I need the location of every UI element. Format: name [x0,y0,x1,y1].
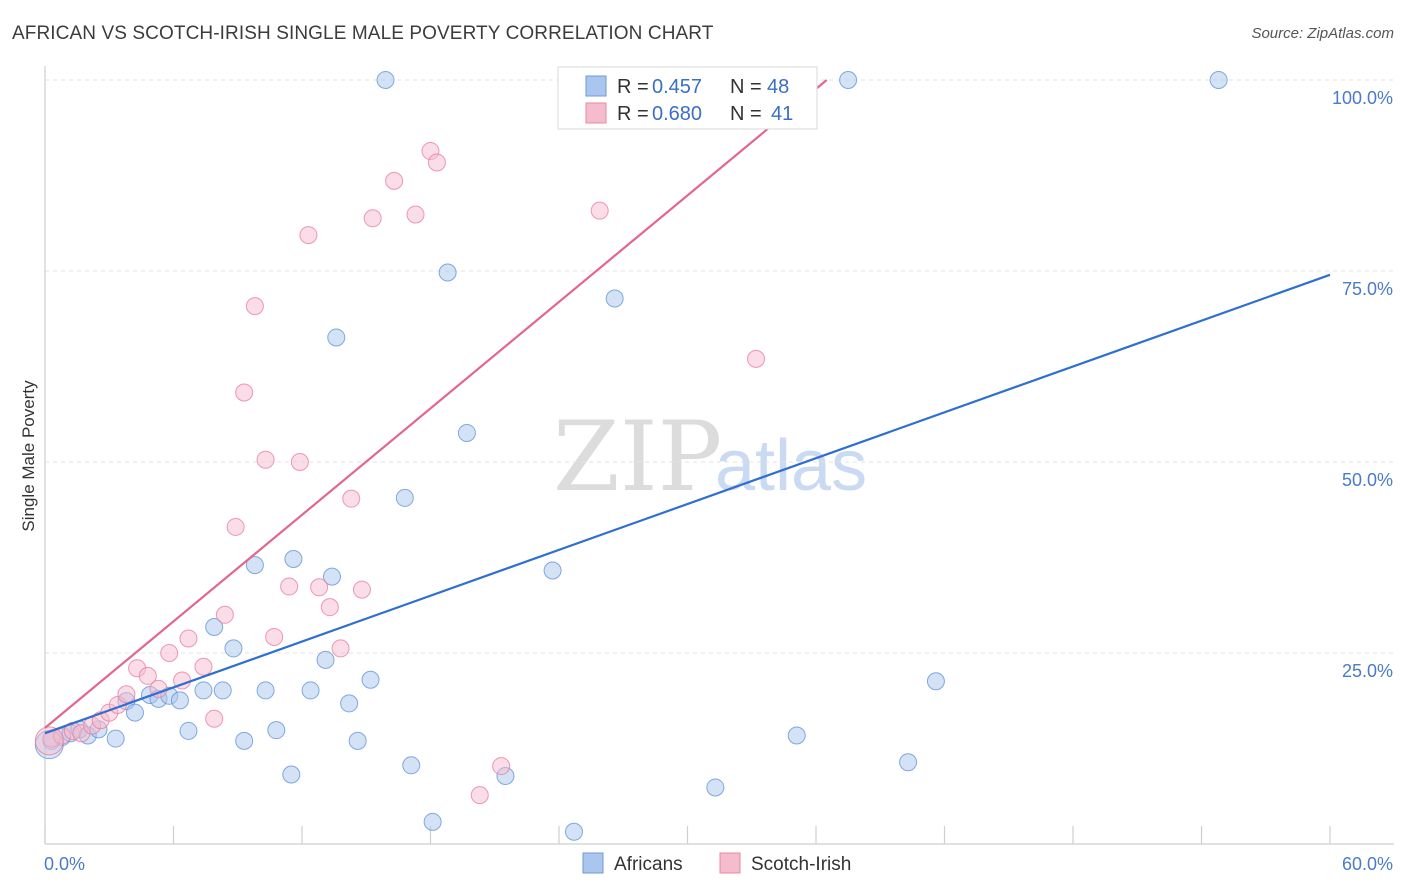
point-scotch-irish [470,786,489,805]
point-africans [926,672,945,691]
point-africans [438,263,457,282]
point-scotch-irish [117,685,136,704]
point-scotch-irish [290,453,309,471]
legend-n-value-scotch-irish: 41 [771,103,793,125]
x-tick-label-min: 0.0% [44,854,85,874]
point-africans [316,650,335,669]
point-africans [179,721,198,740]
legend-r-value-scotch-irish: 0.680 [652,103,702,125]
point-africans [170,691,189,710]
point-africans [402,756,421,775]
point-africans [213,681,232,700]
point-africans [267,721,286,740]
point-scotch-irish [492,757,511,776]
legend-n-label: N = [730,103,762,125]
point-scotch-irish [265,627,284,646]
point-africans [125,703,144,722]
stats-legend: R = 0.457 N = 48 R = 0.680 N = 41 [557,66,818,130]
y-tick-label: 100.0% [1332,88,1393,108]
series-legend-label-africans: Africans [614,854,683,875]
data-points [34,71,1228,841]
series-legend-label-scotch-irish: Scotch-Irish [751,854,851,875]
series-legend-swatch-africans [582,852,604,874]
point-africans [194,681,213,700]
series-legend-swatch-scotch-irish [719,852,741,874]
point-africans [706,778,725,797]
watermark: ZIP atlas [553,401,867,513]
point-scotch-irish [138,666,157,685]
point-scotch-irish [34,726,64,756]
point-africans [839,71,858,89]
legend-r-value-africans: 0.457 [652,76,702,98]
point-africans [245,556,264,575]
point-scotch-irish [205,709,224,728]
point-africans [423,812,442,831]
trend-lines [44,79,1331,735]
legend-swatch-africans [585,75,607,97]
point-africans [340,694,359,713]
point-scotch-irish [427,153,446,172]
point-scotch-irish [160,644,179,662]
point-scotch-irish [280,577,299,596]
point-africans [543,561,562,580]
legend-r-label: R = [617,103,649,125]
point-scotch-irish [226,517,245,536]
series-legend: Africans Scotch-Irish [582,852,851,875]
point-scotch-irish [352,580,371,599]
point-africans [361,670,380,689]
watermark-zip: ZIP [553,401,722,513]
point-africans [376,71,395,89]
point-africans [787,726,806,745]
point-scotch-irish [235,383,254,402]
point-africans [322,567,341,586]
point-africans [457,423,476,442]
point-scotch-irish [179,629,198,648]
point-africans [348,731,367,750]
x-axis-ticks [44,826,1331,844]
trend-line-scotch-irish [44,79,828,729]
point-africans [301,681,320,700]
point-africans [899,753,918,772]
y-tick-label: 50.0% [1342,470,1393,490]
point-scotch-irish [747,349,766,368]
y-axis-label: Single Male Poverty [19,380,38,532]
point-scotch-irish [194,657,213,676]
point-africans [284,550,303,569]
trend-line-africans [44,273,1331,735]
point-africans [205,618,224,637]
legend-n-value-africans: 48 [767,76,789,98]
legend-swatch-scotch-irish [585,102,607,124]
chart-title: AFRICAN VS SCOTCH-IRISH SINGLE MALE POVE… [12,23,714,44]
point-africans [605,289,624,308]
legend-r-label: R = [617,76,649,98]
point-scotch-irish [406,205,425,224]
point-africans [106,729,125,748]
point-africans [1209,71,1228,89]
point-scotch-irish [385,171,404,190]
point-scotch-irish [256,450,275,469]
y-tick-labels: 25.0% 50.0% 75.0% 100.0% [1332,88,1393,681]
point-africans [327,328,346,347]
point-scotch-irish [342,489,361,508]
point-scotch-irish [363,209,382,228]
point-africans [224,639,243,658]
x-tick-label-max: 60.0% [1342,854,1393,874]
point-africans [282,765,301,784]
y-tick-label: 75.0% [1342,279,1393,299]
legend-n-label: N = [730,76,762,98]
point-scotch-irish [245,297,264,316]
point-scotch-irish [299,226,318,245]
point-africans [395,488,414,507]
point-africans [235,731,254,750]
chart-source: Source: ZipAtlas.com [1251,25,1394,42]
y-tick-label: 25.0% [1342,661,1393,681]
point-scotch-irish [590,201,609,220]
point-scotch-irish [310,578,329,597]
point-africans [256,681,275,700]
point-scotch-irish [331,639,350,658]
point-scotch-irish [320,598,339,617]
point-africans [564,822,583,841]
point-scotch-irish [215,605,234,624]
